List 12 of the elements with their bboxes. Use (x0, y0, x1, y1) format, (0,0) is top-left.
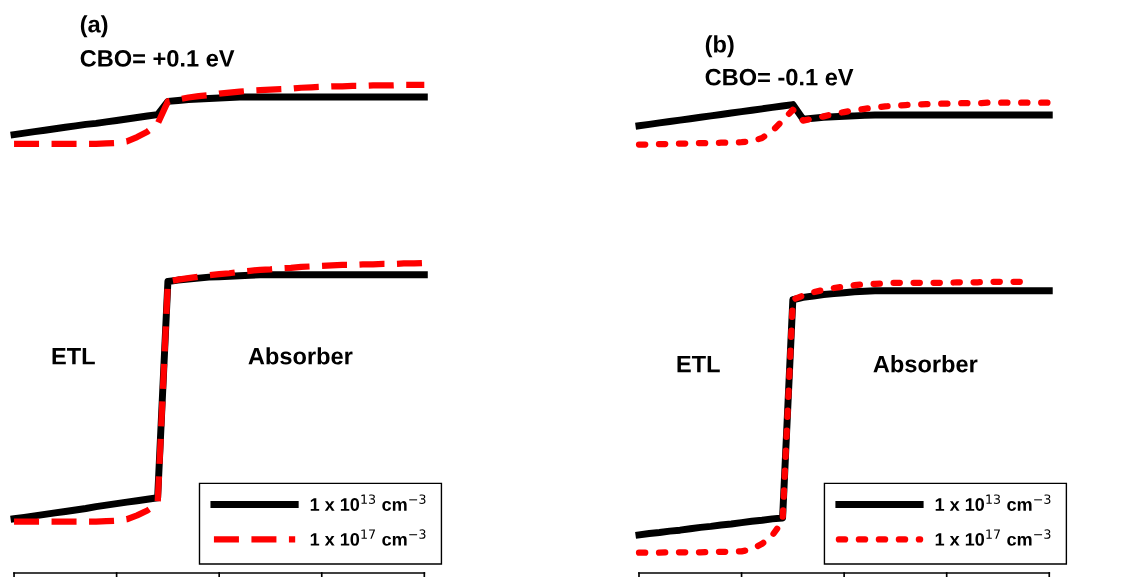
annotation: ETL (677, 355, 720, 373)
annotation: Absorber (248, 347, 353, 365)
chart-title: (b) (705, 35, 734, 58)
legend-label: 1 x 10$^{13}$ cm$^{−3}$ (310, 494, 426, 511)
annotation: ETL (52, 348, 95, 365)
annotation: Absorber (873, 355, 978, 373)
chart-subtitle: CBO= -0.1 eV (705, 68, 854, 86)
legend-label: 1 x 10$^{17}$ cm$^{−3}$ (935, 529, 1051, 546)
chart-subtitle: CBO= +0.1 eV (80, 50, 235, 67)
legend-label: 1 x 10$^{13}$ cm$^{−3}$ (935, 494, 1051, 511)
legend-label: 1 x 10$^{17}$ cm$^{−3}$ (310, 529, 426, 546)
chart-title: (a) (80, 15, 108, 38)
